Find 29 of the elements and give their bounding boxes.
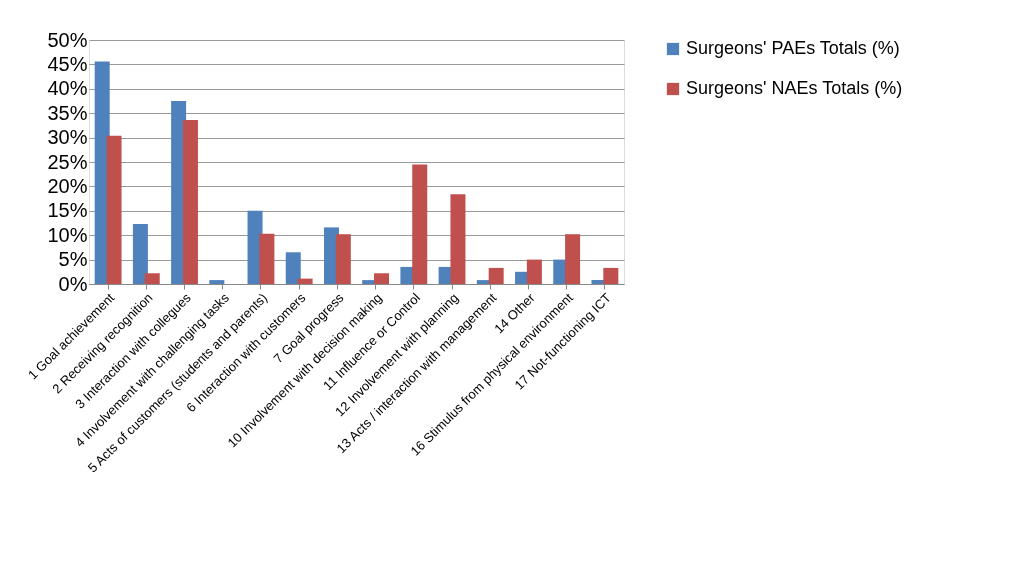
bar <box>374 273 390 284</box>
y-tick-label: 10% <box>47 223 88 246</box>
bar <box>182 120 198 284</box>
bar <box>335 234 351 284</box>
bar <box>565 234 581 284</box>
bar <box>132 223 148 284</box>
y-tick-label: 45% <box>47 52 88 75</box>
bar <box>450 194 466 284</box>
legend-label: Surgeons' PAEs Totals (%) <box>686 38 900 58</box>
bar <box>144 273 160 284</box>
bar <box>259 233 275 284</box>
y-tick-label: 25% <box>47 150 88 173</box>
y-tick-label: 0% <box>58 272 88 295</box>
bar <box>106 135 122 284</box>
bar <box>603 267 619 284</box>
bar <box>526 259 542 284</box>
y-tick-label: 40% <box>47 77 88 100</box>
legend-label: Surgeons' NAEs Totals (%) <box>686 78 903 98</box>
y-tick-label: 30% <box>47 126 88 149</box>
bar <box>285 252 301 284</box>
y-tick-label: 35% <box>47 101 88 124</box>
y-tick-label: 15% <box>47 199 88 222</box>
y-tick-label: 20% <box>47 174 88 197</box>
bar <box>412 164 428 284</box>
bar <box>209 280 225 284</box>
bar <box>297 278 313 284</box>
y-tick-label: 50% <box>47 28 88 51</box>
y-tick-label: 5% <box>58 248 88 271</box>
bar <box>488 267 504 284</box>
